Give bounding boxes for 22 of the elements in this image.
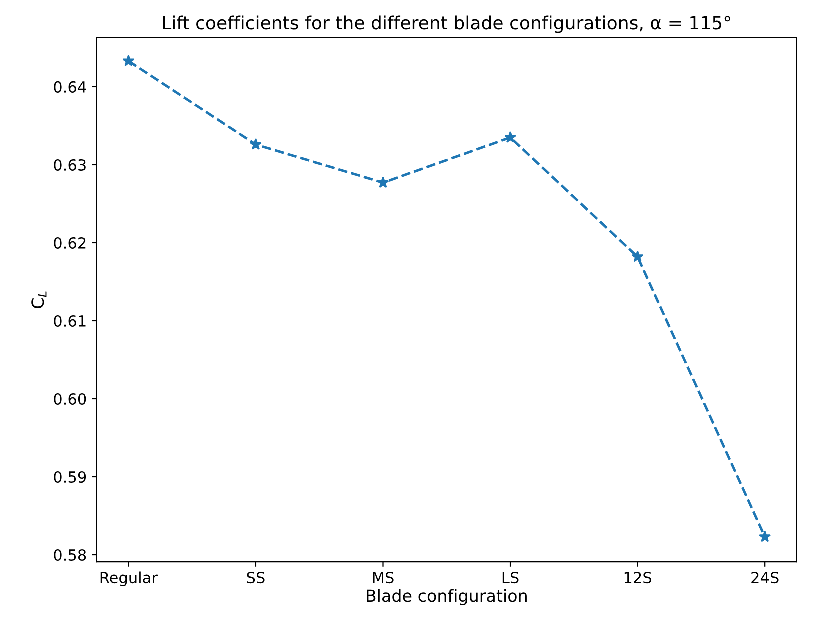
x-tick-label: Regular — [100, 572, 158, 587]
y-tick-label: 0.60 — [54, 393, 86, 406]
y-tick-label: 0.59 — [54, 471, 86, 484]
x-tick-label: SS — [247, 572, 265, 584]
x-axis-title: Blade configuration — [367, 589, 527, 606]
point — [632, 250, 644, 262]
point — [759, 530, 772, 542]
y-tick-label: 0.61 — [54, 315, 86, 328]
x-tick-label: 24S — [752, 572, 779, 584]
point — [122, 54, 135, 66]
point — [504, 131, 517, 143]
y-tick-label: 0.62 — [54, 237, 86, 249]
chart-title: Lift coefficients for the different blade configurations, α = 115° — [163, 16, 730, 34]
y-tick-label: 0.63 — [54, 159, 86, 171]
x-tick-label: LS — [502, 572, 519, 584]
y-tick-label: 0.64 — [54, 81, 86, 93]
point — [250, 138, 262, 150]
y-axis-title: C$_{L}$ — [32, 292, 47, 308]
y-tick-label: 0.58 — [54, 549, 86, 562]
x-tick-label: 12S — [624, 572, 652, 584]
x-tick-label: MS — [373, 572, 394, 584]
point — [377, 176, 390, 188]
